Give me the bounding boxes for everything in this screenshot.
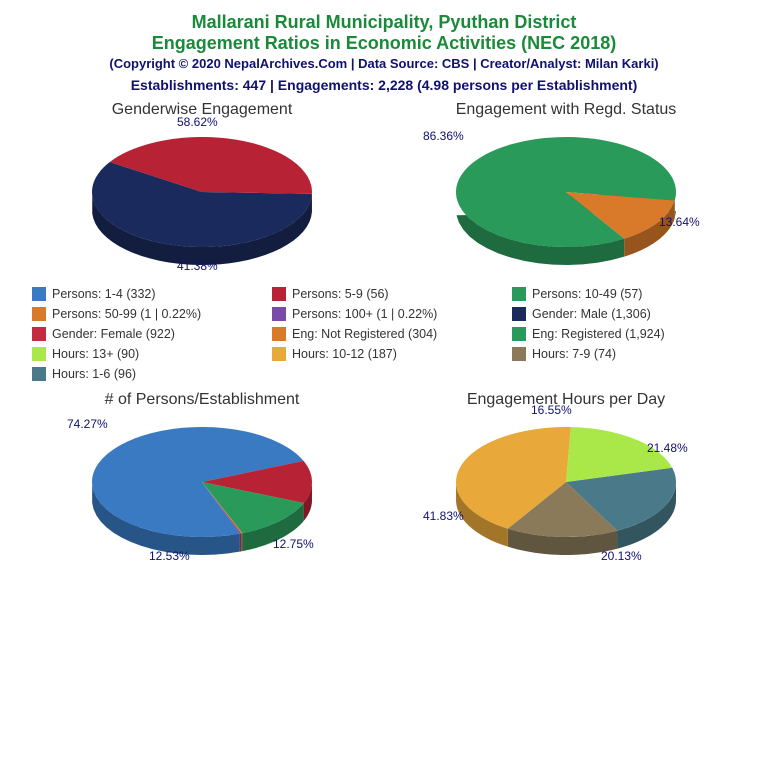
pie-label: 12.53% <box>149 549 190 563</box>
legend-swatch <box>32 327 46 341</box>
legend-text: Eng: Registered (1,924) <box>532 327 665 341</box>
legend-swatch <box>512 327 526 341</box>
legend-swatch <box>272 307 286 321</box>
legend-item: Hours: 10-12 (187) <box>272 347 496 361</box>
pie-label: 74.27% <box>67 417 108 431</box>
legend-text: Hours: 10-12 (187) <box>292 347 397 361</box>
legend-swatch <box>32 367 46 381</box>
legend-swatch <box>512 347 526 361</box>
legend-text: Eng: Not Registered (304) <box>292 327 437 341</box>
legend-text: Persons: 100+ (1 | 0.22%) <box>292 307 437 321</box>
chart-regd-title: Engagement with Regd. Status <box>456 101 677 119</box>
legend-item: Gender: Female (922) <box>32 327 256 341</box>
legend-swatch <box>32 287 46 301</box>
pie-label: 86.36% <box>423 129 464 143</box>
legend-item: Persons: 5-9 (56) <box>272 287 496 301</box>
chart-persons: # of Persons/Establishment 74.27% 12.53% 1… <box>32 391 372 563</box>
legend-item: Hours: 1-6 (96) <box>32 367 256 381</box>
legend: Persons: 1-4 (332) Persons: 5-9 (56) Perso… <box>32 287 736 381</box>
legend-swatch <box>512 287 526 301</box>
chart-regd: Engagement with Regd. Status 86.36%13.64… <box>396 101 736 273</box>
legend-item: Persons: 10-49 (57) <box>512 287 736 301</box>
legend-item: Persons: 1-4 (332) <box>32 287 256 301</box>
pie-label: 58.62% <box>177 115 218 129</box>
legend-swatch <box>272 327 286 341</box>
legend-item: Hours: 13+ (90) <box>32 347 256 361</box>
charts-row-top: Genderwise Engagement 58.62%41.38% Engag… <box>20 101 748 273</box>
pie-label: 12.75% <box>273 537 314 551</box>
legend-swatch <box>272 287 286 301</box>
pie-label: 41.38% <box>177 259 218 273</box>
pie-hours: 21.48%16.55%41.83%20.13% <box>441 413 691 563</box>
pie-regd: 86.36%13.64% <box>441 123 691 273</box>
legend-swatch <box>272 347 286 361</box>
legend-item: Hours: 7-9 (74) <box>512 347 736 361</box>
pie-label: 41.83% <box>423 509 464 523</box>
legend-text: Hours: 7-9 (74) <box>532 347 616 361</box>
legend-swatch <box>32 307 46 321</box>
legend-swatch <box>32 347 46 361</box>
legend-item: Gender: Male (1,306) <box>512 307 736 321</box>
legend-item: Persons: 50-99 (1 | 0.22%) <box>32 307 256 321</box>
pie-label: 20.13% <box>601 549 642 563</box>
legend-text: Persons: 10-49 (57) <box>532 287 642 301</box>
legend-text: Persons: 50-99 (1 | 0.22%) <box>52 307 201 321</box>
charts-row-bottom: # of Persons/Establishment 74.27% 12.53% 1… <box>20 391 748 563</box>
chart-gender: Genderwise Engagement 58.62%41.38% <box>32 101 372 273</box>
legend-text: Gender: Female (922) <box>52 327 175 341</box>
title-line-2: Engagement Ratios in Economic Activities… <box>20 33 748 54</box>
summary-line: Establishments: 447 | Engagements: 2,228… <box>20 77 748 93</box>
chart-hours: Engagement Hours per Day 21.48%16.55%41.… <box>396 391 736 563</box>
legend-text: Hours: 13+ (90) <box>52 347 139 361</box>
pie-persons: 74.27%12.53%12.75% <box>77 413 327 563</box>
legend-item: Eng: Registered (1,924) <box>512 327 736 341</box>
legend-swatch <box>512 307 526 321</box>
legend-item: Eng: Not Registered (304) <box>272 327 496 341</box>
pie-gender: 58.62%41.38% <box>77 123 327 273</box>
pie-label: 21.48% <box>647 441 688 455</box>
legend-text: Hours: 1-6 (96) <box>52 367 136 381</box>
legend-item: Persons: 100+ (1 | 0.22%) <box>272 307 496 321</box>
chart-persons-title: # of Persons/Establishment <box>105 391 300 409</box>
pie-label: 13.64% <box>659 215 700 229</box>
legend-text: Persons: 5-9 (56) <box>292 287 389 301</box>
infographic-container: Mallarani Rural Municipality, Pyuthan Di… <box>0 0 768 768</box>
legend-text: Gender: Male (1,306) <box>532 307 651 321</box>
copyright-line: (Copyright © 2020 NepalArchives.Com | Da… <box>20 56 748 71</box>
legend-text: Persons: 1-4 (332) <box>52 287 156 301</box>
pie-label: 16.55% <box>531 403 572 417</box>
header-block: Mallarani Rural Municipality, Pyuthan Di… <box>20 12 748 93</box>
title-line-1: Mallarani Rural Municipality, Pyuthan Di… <box>20 12 748 33</box>
